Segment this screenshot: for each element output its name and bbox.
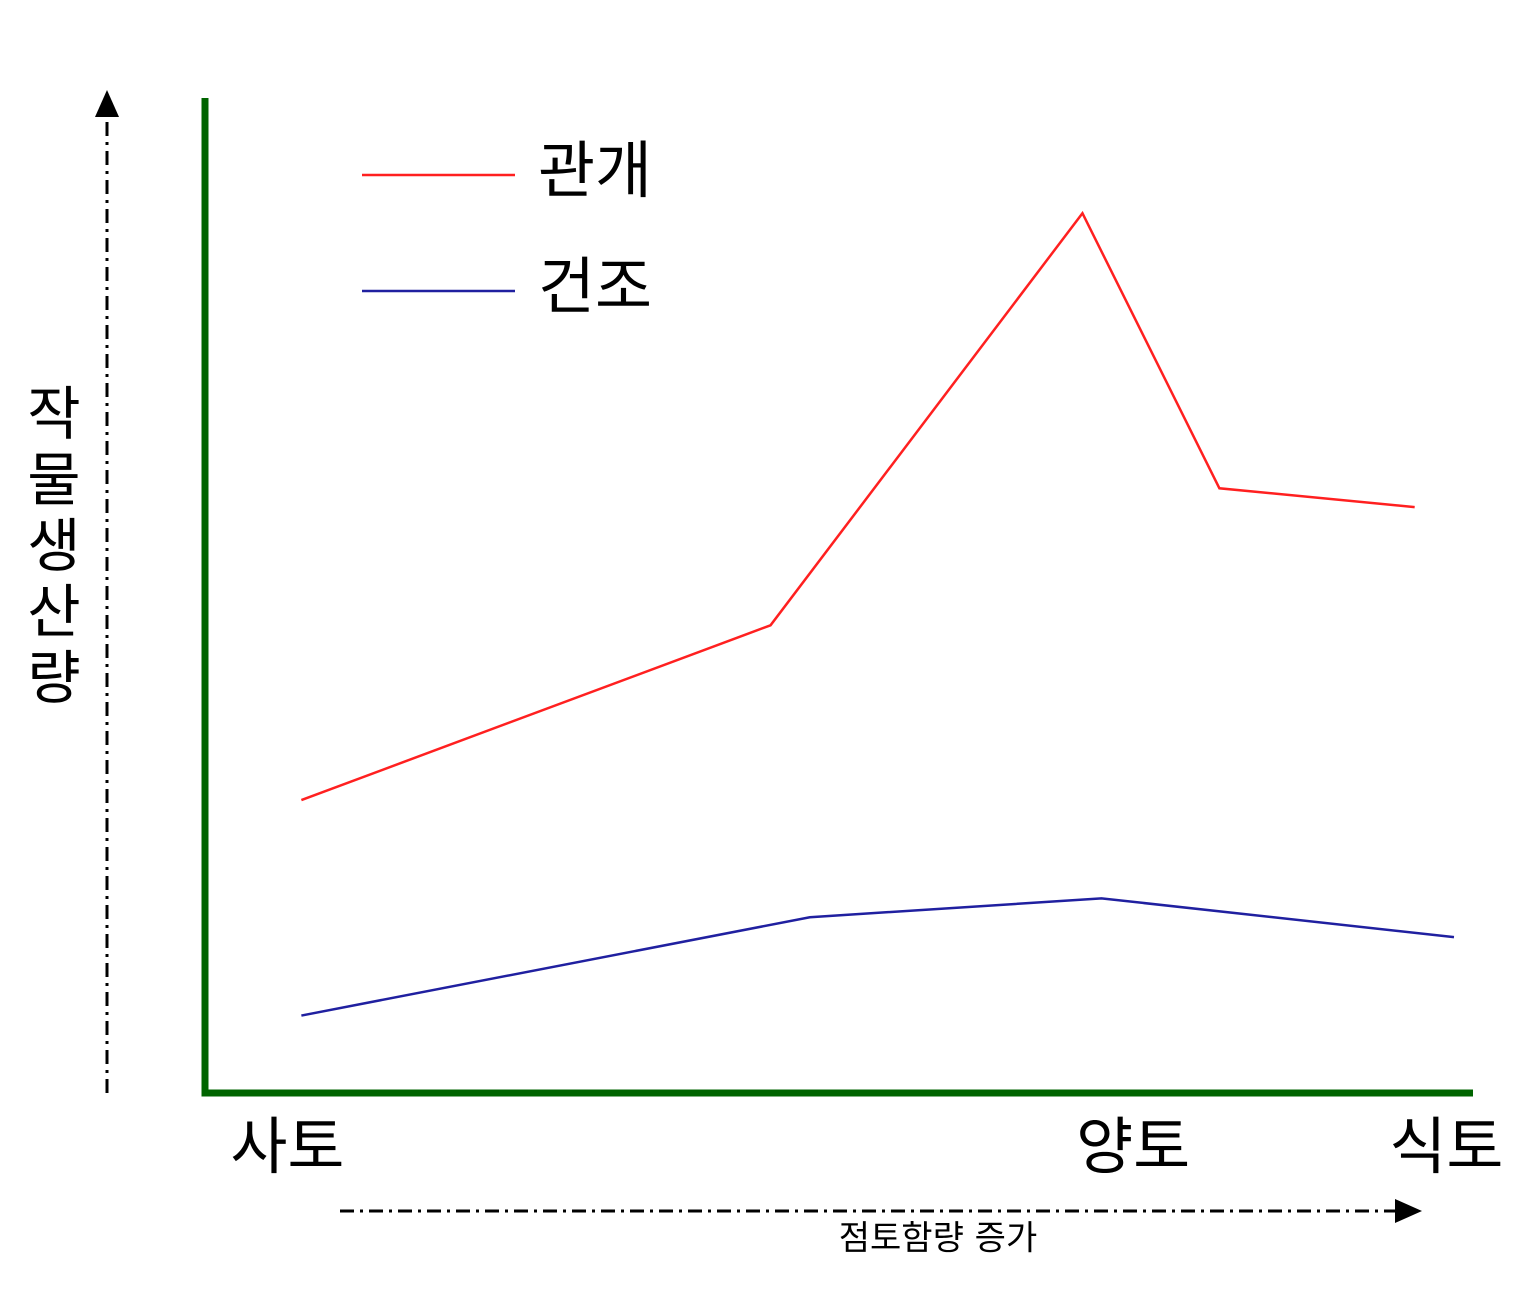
- x-axis-label: 점토함량 증가: [839, 1219, 1038, 1259]
- x-tick-label: 양토: [1076, 1110, 1190, 1183]
- legend-label: 건조: [538, 250, 652, 323]
- y-axis-label: 작물생산량: [15, 383, 83, 713]
- data-line: [300, 210, 1415, 802]
- legend-label: 관개: [538, 134, 652, 207]
- axis-line: [201, 98, 1473, 1097]
- data-line: [301, 897, 1455, 1017]
- x-tick-label: 사토: [230, 1110, 344, 1183]
- x-tick-label: 식토: [1389, 1110, 1503, 1183]
